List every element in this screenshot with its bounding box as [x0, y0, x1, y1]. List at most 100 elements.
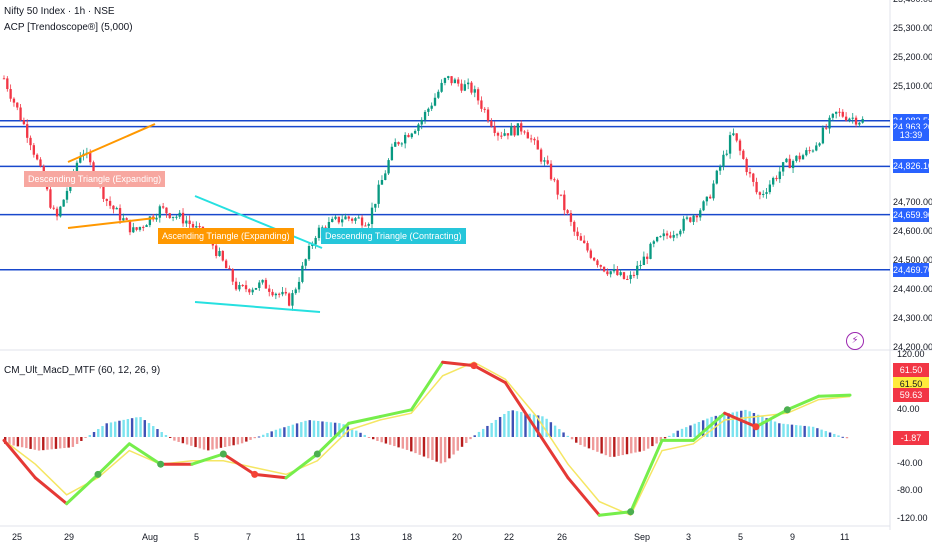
candle-body: [592, 257, 596, 261]
macd-histogram-bar: [67, 437, 70, 448]
macd-histogram-bar: [97, 429, 100, 437]
macd-histogram-bar: [799, 425, 802, 437]
candle-body: [32, 145, 35, 155]
macd-histogram-bar: [515, 411, 519, 437]
macd-histogram-bar: [8, 437, 11, 445]
macd-histogram-bar: [185, 437, 189, 445]
candle-body: [781, 162, 785, 172]
candle-body: [175, 216, 178, 218]
macd-histogram-bar: [638, 437, 641, 452]
candle-body: [39, 159, 42, 167]
macd-histogram-bar: [29, 437, 32, 449]
macd-line-segment: [566, 476, 601, 517]
macd-histogram-bar: [363, 434, 366, 437]
candle-body: [556, 180, 559, 195]
macd-histogram-bar: [456, 437, 460, 451]
pattern-label-descending-expanding[interactable]: Descending Triangle (Expanding): [24, 171, 166, 187]
macd-line-segment: [347, 415, 382, 425]
candle-body: [520, 123, 523, 132]
time-tick-label: 3: [686, 532, 692, 542]
macd-tick-label: -40.00: [897, 458, 923, 469]
candle-body: [851, 117, 854, 119]
macd-histogram-bar: [194, 437, 197, 448]
candle-body: [394, 142, 397, 147]
macd-histogram-bar: [735, 411, 739, 437]
candle-body: [357, 217, 360, 219]
pattern-label-text: Descending Triangle (Contracting): [325, 231, 462, 241]
pattern-contracting-lower: [194, 301, 321, 313]
macd-cross-dot: [313, 450, 321, 458]
pattern-label-ascending-expanding[interactable]: Ascending Triangle (Expanding): [158, 228, 294, 244]
macd-histogram-bar: [828, 432, 832, 437]
macd-histogram-bar: [295, 423, 299, 437]
candle-body: [443, 78, 447, 83]
pattern-label-descending-contracting[interactable]: Descending Triangle (Contracting): [321, 228, 466, 244]
macd-histogram-bar: [761, 416, 764, 437]
candle-body: [745, 158, 748, 173]
macd-histogram-bar: [317, 421, 320, 437]
candle-body: [198, 226, 201, 228]
candle-body: [341, 219, 344, 223]
macd-cross-dot: [219, 450, 227, 458]
candle-body: [775, 177, 778, 180]
candle-body: [307, 245, 311, 260]
candle-body: [811, 150, 815, 152]
macd-histogram-bar: [469, 437, 472, 440]
macd-cross-dot: [752, 423, 760, 431]
candle-body: [284, 291, 287, 294]
macd-value-tag: 59.63: [893, 388, 929, 402]
candle-body: [75, 162, 79, 172]
candle-body: [241, 285, 244, 287]
candle-body: [579, 236, 583, 241]
candle-body: [102, 183, 105, 199]
candle-body: [453, 79, 457, 84]
macd-histogram-bar: [477, 431, 481, 437]
candle-body: [350, 218, 354, 221]
candle-body: [49, 189, 52, 208]
candle-body: [573, 221, 576, 232]
price-tick-label: 25,300.00: [893, 23, 932, 33]
candle-body: [400, 143, 404, 145]
macd-line-segment: [315, 421, 351, 456]
flash-icon[interactable]: ⚡: [846, 332, 864, 350]
macd-histogram-bar: [710, 416, 713, 437]
macd-histogram-bar: [786, 424, 789, 437]
macd-histogram-bar: [168, 437, 172, 439]
macd-tick-label: 40.00: [897, 403, 920, 414]
candle-body: [420, 119, 423, 125]
macd-histogram-bar: [25, 437, 28, 449]
macd-histogram-bar: [270, 431, 273, 437]
macd-line-segment: [284, 452, 319, 480]
macd-histogram-bar: [109, 422, 113, 437]
candle-body: [772, 177, 775, 185]
macd-histogram-bar: [727, 413, 730, 437]
candle-body: [19, 107, 22, 121]
macd-histogram-bar: [173, 437, 176, 441]
candle-body: [148, 216, 152, 226]
macd-histogram-bar: [257, 436, 261, 438]
macd-histogram-bar: [545, 418, 548, 437]
macd-histogram-bar: [833, 433, 836, 437]
candle-body: [228, 268, 231, 270]
candle-body: [344, 216, 347, 220]
macd-histogram-bar: [283, 427, 286, 437]
macd-line-segment: [190, 452, 225, 466]
macd-histogram-bar: [84, 437, 87, 438]
macd-line-segment: [409, 360, 445, 412]
macd-histogram-bar: [481, 428, 485, 437]
macd-histogram-bar: [50, 437, 53, 450]
candle-body: [529, 138, 533, 140]
candle-body: [675, 234, 679, 236]
candle-body: [460, 83, 463, 91]
macd-histogram-bar: [393, 437, 396, 447]
macd-histogram-bar: [54, 437, 58, 449]
candle-body: [642, 256, 646, 266]
macd-histogram-bar: [105, 423, 108, 437]
candle-body: [798, 155, 801, 160]
macd-histogram-bar: [118, 420, 121, 437]
time-tick-label: 29: [64, 532, 75, 542]
candle-body: [89, 152, 92, 163]
time-tick-label: 20: [452, 532, 463, 542]
candle-body: [815, 145, 818, 151]
candle-body: [367, 224, 370, 226]
